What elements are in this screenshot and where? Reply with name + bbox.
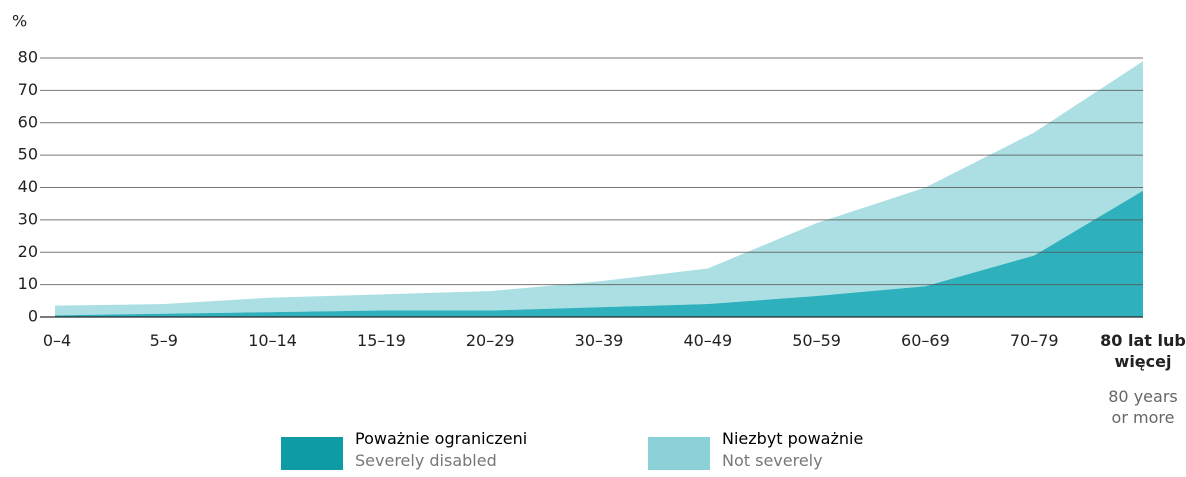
x-tick-label: 0–4 <box>42 331 72 350</box>
y-tick-label: 70 <box>18 80 38 99</box>
legend-name-en: Severely disabled <box>355 451 497 470</box>
x-tick-label: 40–49 <box>683 331 733 350</box>
x-tick-label: 30–39 <box>574 331 624 350</box>
x-tick-label: 5–9 <box>149 331 178 350</box>
x-tick-label: 20–29 <box>465 331 515 350</box>
y-axis-label: % <box>12 12 27 31</box>
y-tick-label: 10 <box>18 274 38 293</box>
legend-name-en: Not severely <box>722 451 823 470</box>
legend-swatch <box>648 437 710 470</box>
legend-entry: Niezbyt poważnie Not severely <box>722 428 863 472</box>
x-tick-label: 80 lat lub więcej <box>1100 331 1186 371</box>
y-tick-label: 80 <box>18 48 38 67</box>
x-tick-label: 70–79 <box>1009 331 1059 350</box>
x-tick-note: 80 years or more <box>1108 387 1178 427</box>
area <box>55 190 1143 317</box>
y-tick-label: 30 <box>18 209 38 228</box>
y-tick-label: 40 <box>18 177 38 196</box>
y-tick-label: 50 <box>18 145 38 164</box>
x-tick-label: 60–69 <box>901 331 950 350</box>
y-tick-label: 20 <box>18 242 38 261</box>
y-tick-label: 60 <box>18 112 38 131</box>
x-tick-label: 10–14 <box>248 331 297 350</box>
legend-name: Niezbyt poważnie <box>722 429 864 448</box>
x-tick-label: 15–19 <box>357 331 406 350</box>
legend-name: Poważnie ograniczeni <box>355 429 528 448</box>
y-tick-label: 0 <box>28 307 38 326</box>
legend-swatch <box>281 437 343 470</box>
x-tick-label: 50–59 <box>792 331 841 350</box>
legend-entry: Poważnie ograniczeni Severely disabled <box>355 428 527 472</box>
